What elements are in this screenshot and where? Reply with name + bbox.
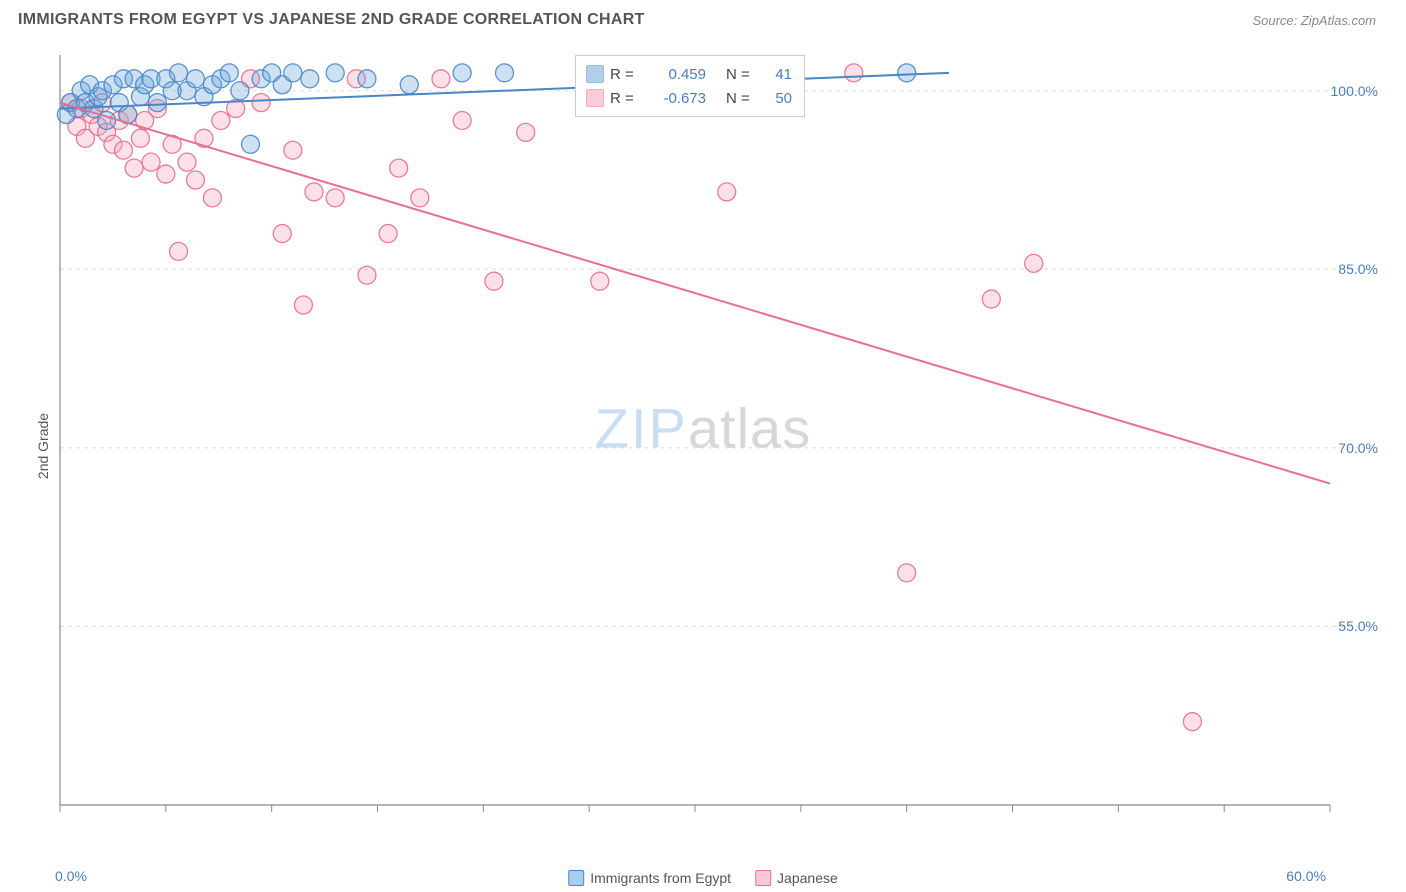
legend-n-value: 50	[762, 90, 792, 107]
source-label: Source: ZipAtlas.com	[1252, 13, 1376, 28]
correlation-legend: R = 0.459 N = 41 R = -0.673 N = 50	[575, 55, 805, 117]
x-axis-min-label: 0.0%	[55, 868, 87, 884]
legend-swatch	[568, 870, 584, 886]
legend-label: Immigrants from Egypt	[590, 870, 731, 886]
y-tick-label: 100.0%	[1331, 83, 1378, 99]
legend-n-value: 41	[762, 66, 792, 83]
legend-n-label: N =	[726, 90, 756, 107]
series-legend: Immigrants from Egypt Japanese	[568, 870, 838, 886]
legend-n-label: N =	[726, 66, 756, 83]
legend-swatch	[586, 89, 604, 107]
y-tick-label: 70.0%	[1338, 440, 1378, 456]
legend-item: Immigrants from Egypt	[568, 870, 731, 886]
y-tick-label: 55.0%	[1338, 618, 1378, 634]
legend-row: R = -0.673 N = 50	[586, 86, 794, 110]
y-axis-label: 2nd Grade	[35, 413, 51, 479]
legend-r-value: 0.459	[648, 66, 706, 83]
legend-r-label: R =	[610, 66, 642, 83]
y-tick-label: 85.0%	[1338, 261, 1378, 277]
correlation-chart	[50, 40, 1390, 840]
legend-swatch	[586, 65, 604, 83]
chart-title: IMMIGRANTS FROM EGYPT VS JAPANESE 2ND GR…	[18, 11, 645, 29]
legend-r-value: -0.673	[648, 90, 706, 107]
legend-row: R = 0.459 N = 41	[586, 62, 794, 86]
legend-item: Japanese	[755, 870, 838, 886]
legend-r-label: R =	[610, 90, 642, 107]
x-axis-max-label: 60.0%	[1286, 868, 1326, 884]
legend-label: Japanese	[777, 870, 838, 886]
legend-swatch	[755, 870, 771, 886]
